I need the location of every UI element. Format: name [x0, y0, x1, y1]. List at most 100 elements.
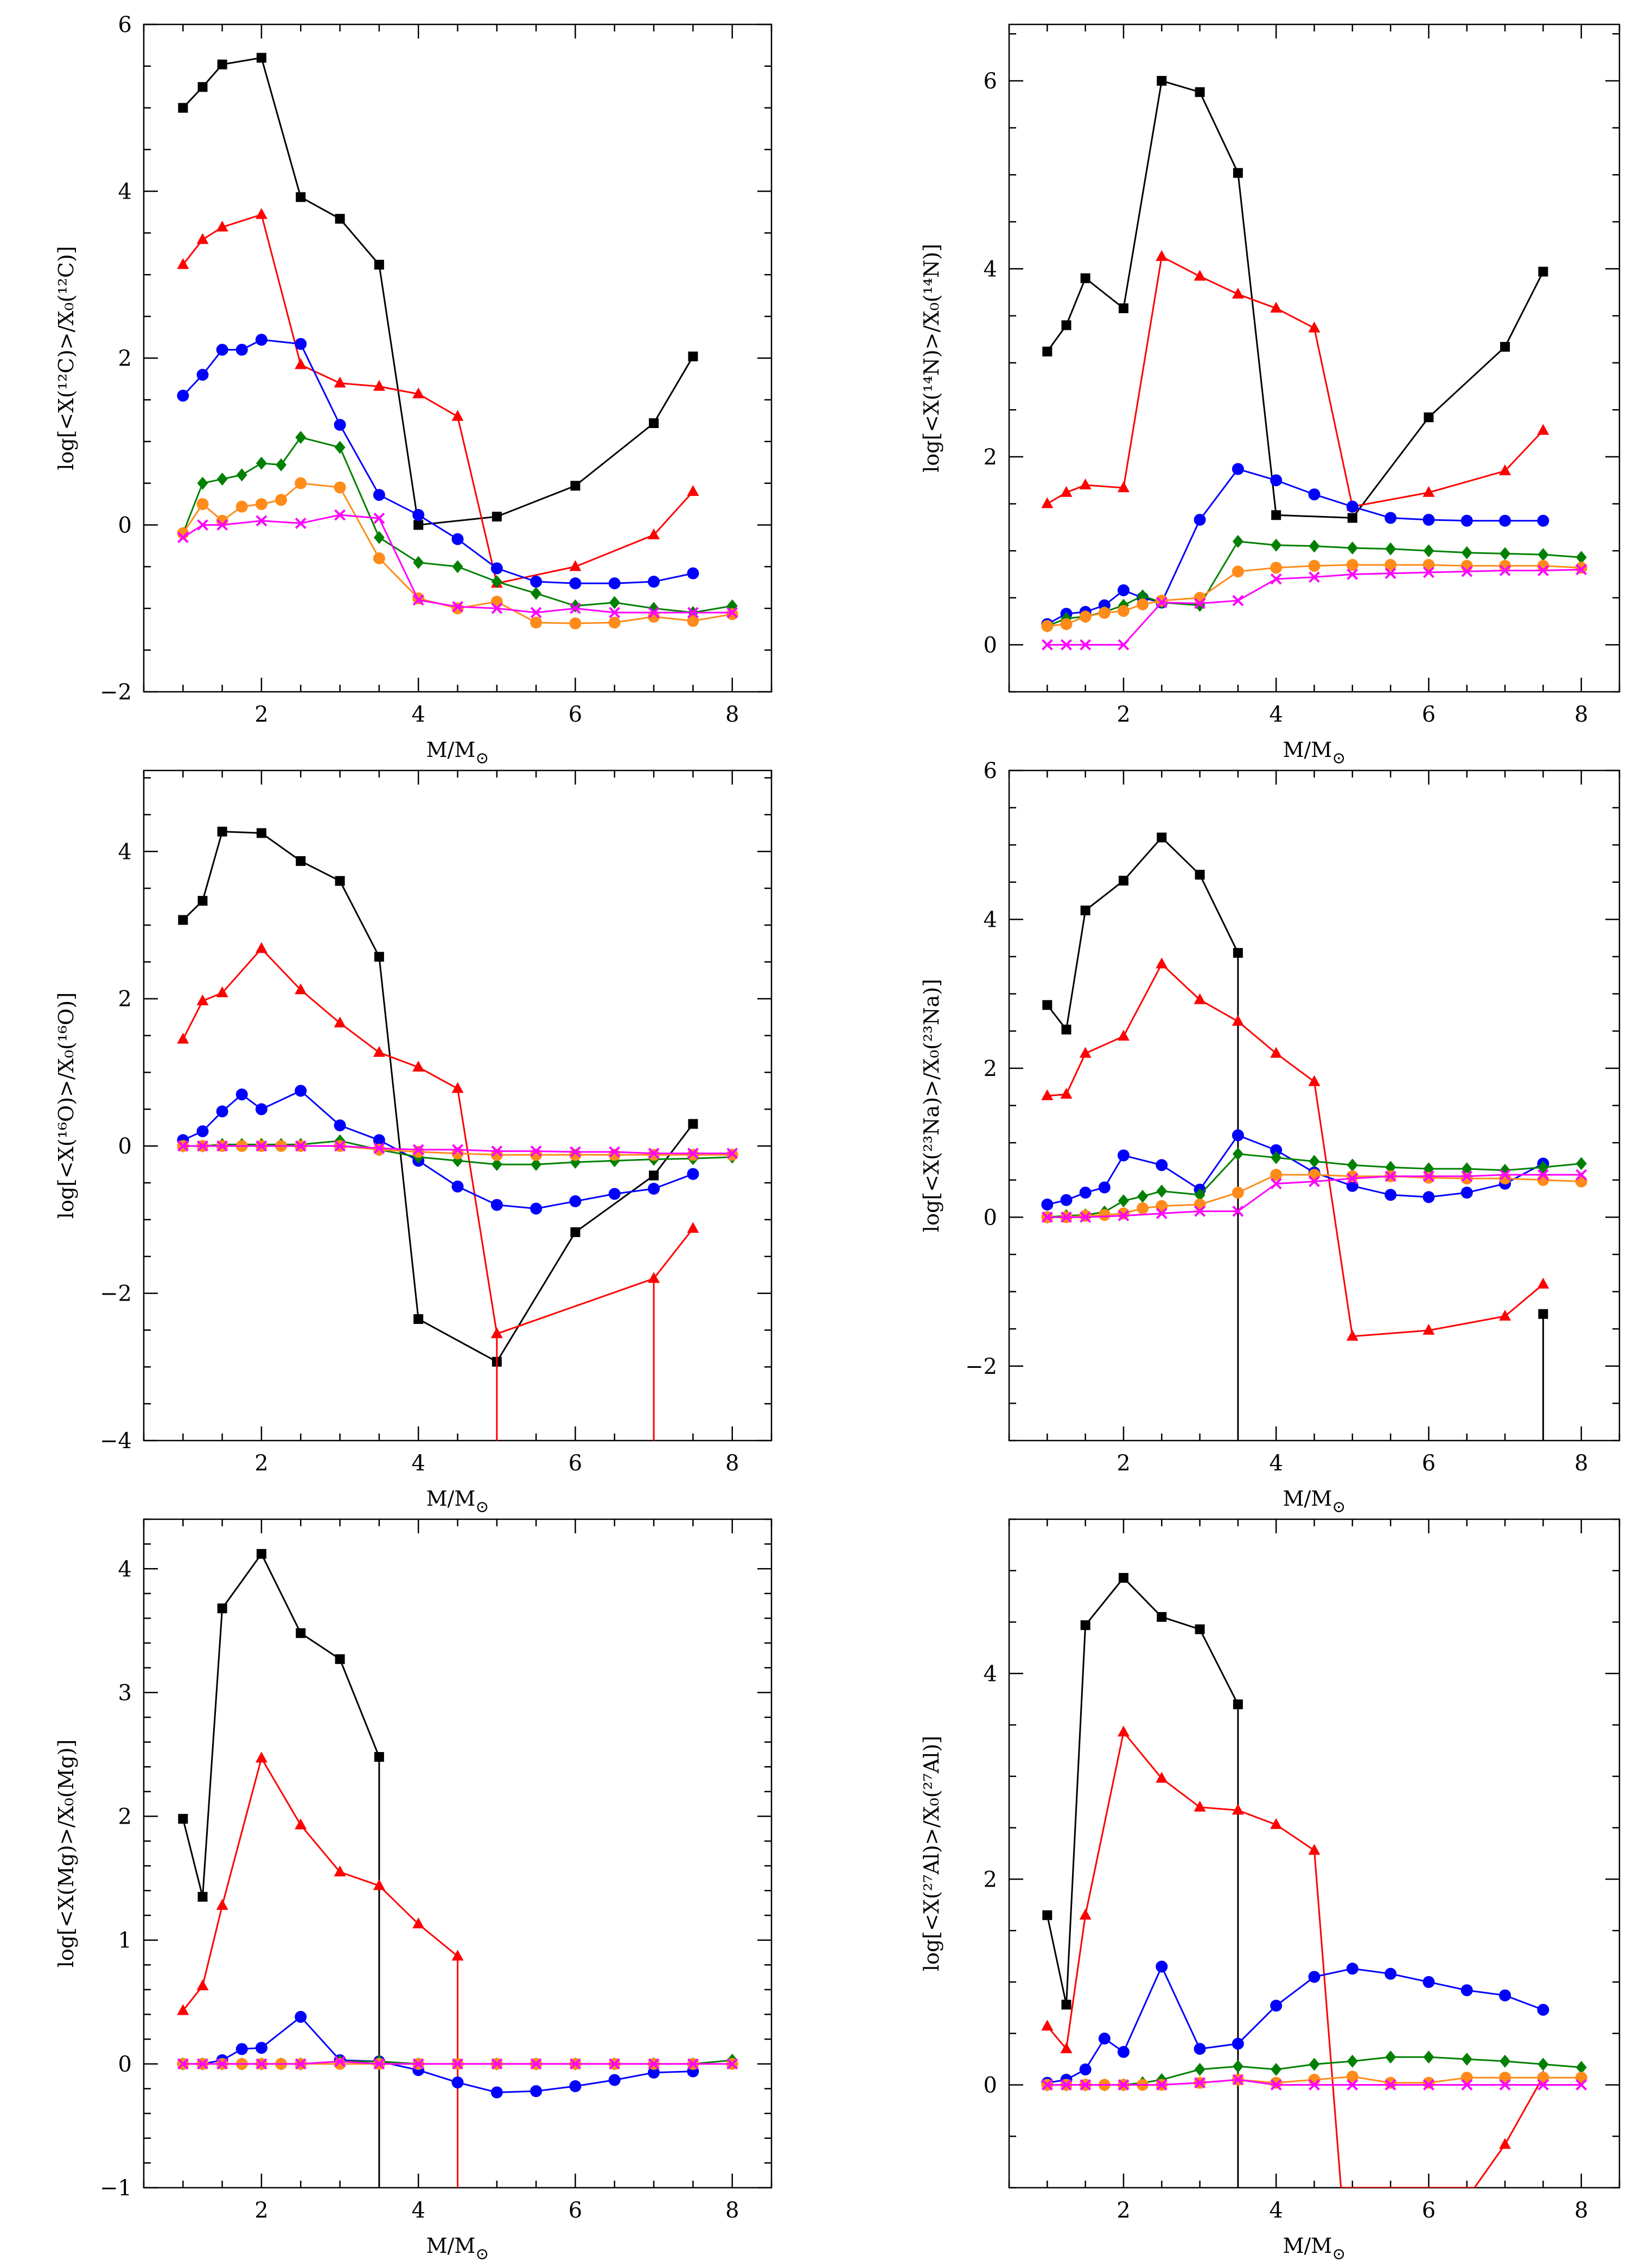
data-point: [1232, 1147, 1243, 1161]
data-point: [1271, 510, 1281, 520]
data-point: [1270, 302, 1283, 313]
y-tick-label: 0: [118, 513, 132, 538]
data-point: [726, 1148, 738, 1160]
data-point: [255, 1751, 267, 1763]
data-point: [648, 1148, 660, 1160]
data-point: [648, 1182, 660, 1195]
data-point: [1118, 1210, 1130, 1222]
data-point: [216, 1105, 228, 1118]
data-point: [334, 2057, 346, 2070]
data-point: [1309, 2057, 1320, 2071]
data-point: [334, 1119, 346, 1132]
data-point: [197, 1140, 208, 1152]
data-point: [335, 876, 345, 886]
data-point: [491, 602, 503, 614]
data-point: [570, 2058, 581, 2070]
data-point: [1117, 605, 1130, 617]
data-point: [1194, 2063, 1205, 2076]
data-point: [452, 601, 463, 613]
series-line: [1047, 1964, 1543, 2084]
data-point: [569, 560, 582, 571]
data-point: [216, 220, 228, 232]
data-point: [687, 1148, 699, 1160]
data-point: [1423, 544, 1434, 558]
x-tick-label: 8: [725, 702, 739, 727]
data-point: [1232, 565, 1244, 578]
data-point: [1194, 1205, 1205, 1217]
data-point: [688, 1119, 698, 1129]
data-point: [1156, 957, 1168, 969]
data-point: [1041, 620, 1054, 632]
series-magenta: [177, 1140, 738, 1160]
data-point: [1423, 513, 1435, 526]
series-line: [1047, 569, 1581, 646]
data-point: [569, 577, 582, 590]
y-tick-label: 6: [984, 69, 997, 94]
data-point: [649, 1170, 659, 1181]
data-point: [255, 208, 267, 219]
series-line: [1047, 1730, 1544, 2188]
series-line: [182, 1552, 380, 1897]
y-tick-label: −1: [100, 2176, 132, 2201]
x-tick-label: 4: [1269, 702, 1283, 727]
data-point: [1499, 514, 1511, 527]
series-red: [177, 208, 699, 588]
data-point: [1079, 2063, 1092, 2076]
data-point: [1060, 618, 1073, 630]
data-point: [570, 481, 581, 491]
data-point: [1194, 1199, 1206, 1211]
data-point: [1232, 595, 1244, 607]
data-point: [1270, 1178, 1282, 1189]
data-point: [334, 509, 346, 521]
data-point: [1423, 566, 1434, 578]
data-point: [1576, 2079, 1587, 2091]
series-black: [1042, 75, 1548, 523]
y-tick-label: 4: [984, 907, 997, 932]
data-point: [335, 1654, 345, 1664]
data-point: [295, 477, 307, 489]
data-point: [296, 192, 306, 202]
data-point: [1346, 1963, 1358, 1975]
data-point: [295, 2058, 307, 2070]
data-point: [1385, 542, 1396, 556]
y-tick-label: 4: [118, 839, 132, 864]
data-point: [217, 59, 227, 69]
data-point: [1538, 1309, 1548, 1319]
data-point: [1423, 2076, 1435, 2089]
data-point: [1575, 1175, 1587, 1188]
y-tick-label: 2: [984, 1056, 997, 1081]
data-point: [412, 594, 424, 606]
data-point: [374, 1752, 384, 1762]
x-tick-label: 6: [1422, 1451, 1436, 1476]
plot-area: [177, 1549, 738, 2188]
data-point: [530, 616, 543, 629]
data-point: [334, 1140, 346, 1152]
plot-area: [1041, 1573, 1587, 2188]
data-point: [1232, 2074, 1244, 2086]
data-point: [1309, 571, 1320, 583]
data-point: [334, 1016, 346, 1028]
data-point: [373, 531, 385, 544]
x-tick-label: 8: [1574, 1451, 1588, 1476]
data-point: [335, 214, 345, 224]
data-point: [648, 610, 660, 623]
data-point: [1060, 1087, 1073, 1099]
data-point: [1538, 548, 1549, 562]
data-point: [1423, 1191, 1435, 1203]
data-point: [1308, 488, 1321, 501]
data-point: [177, 2058, 189, 2070]
data-point: [1041, 1089, 1054, 1100]
data-point: [1156, 1208, 1168, 1219]
data-point: [235, 2043, 248, 2055]
data-point: [1194, 1800, 1206, 1812]
data-point: [687, 615, 699, 627]
data-point: [1041, 2079, 1053, 2091]
data-point: [1271, 1151, 1282, 1164]
data-point: [1385, 1161, 1396, 1174]
data-point: [1385, 1170, 1396, 1182]
x-tick-label: 4: [411, 702, 425, 727]
y-axis-label: log[<X(¹⁴N)>/X₀(¹⁴N)]: [920, 244, 943, 473]
plot-frame: [143, 23, 773, 693]
data-point: [177, 1033, 189, 1044]
